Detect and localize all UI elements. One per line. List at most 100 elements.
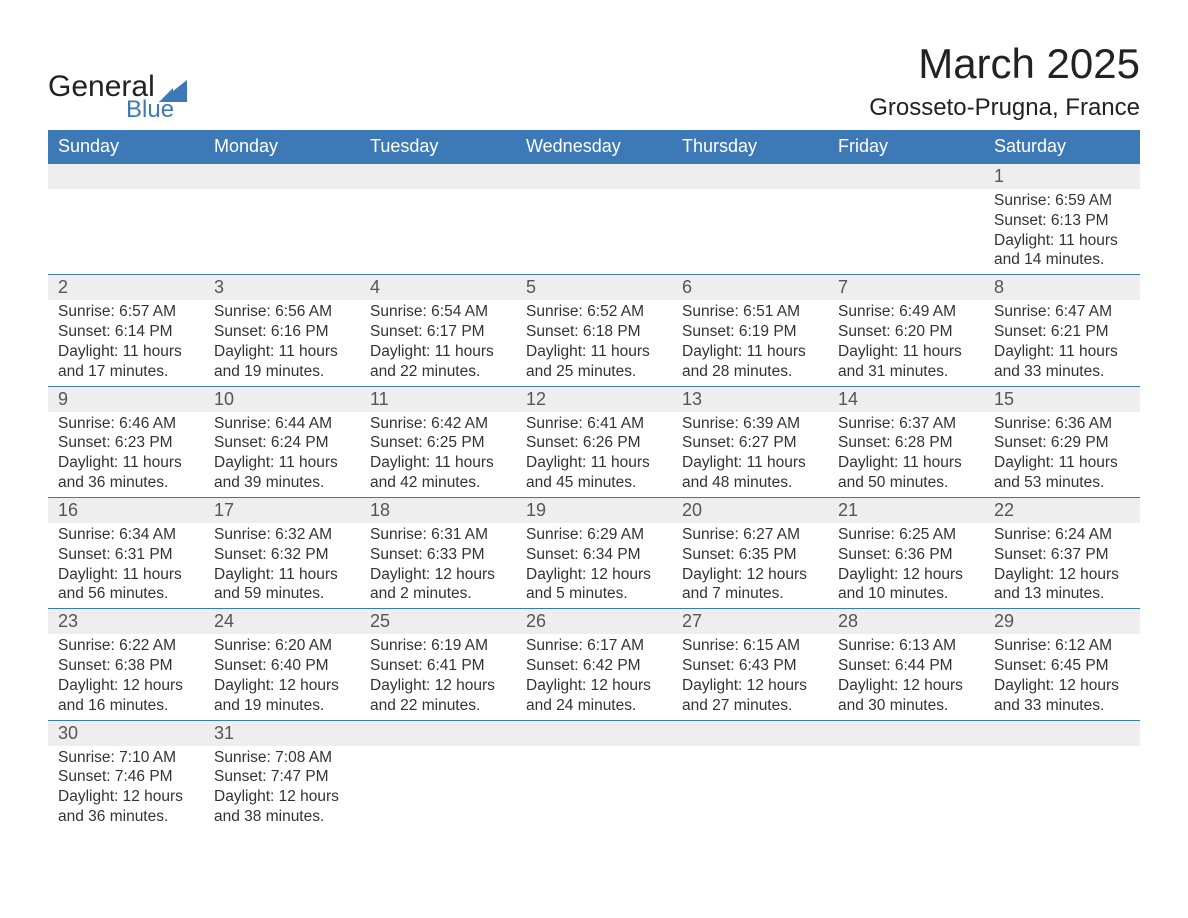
day-number — [516, 164, 672, 189]
sunset-text: Sunset: 6:21 PM — [994, 322, 1130, 342]
daylight-text: Daylight: 11 hours — [838, 342, 974, 362]
daylight-text: Daylight: 12 hours — [838, 565, 974, 585]
day-cell: Sunrise: 6:42 AMSunset: 6:25 PMDaylight:… — [360, 412, 516, 497]
day-number: 7 — [828, 275, 984, 300]
daylight-text: Daylight: 12 hours — [994, 676, 1130, 696]
day-number: 26 — [516, 609, 672, 634]
daylight-text: Daylight: 11 hours — [526, 453, 662, 473]
day-cell: Sunrise: 6:49 AMSunset: 6:20 PMDaylight:… — [828, 300, 984, 385]
day-cell: Sunrise: 6:34 AMSunset: 6:31 PMDaylight:… — [48, 523, 204, 608]
daylight-text: Daylight: 11 hours — [370, 453, 506, 473]
sunrise-text: Sunrise: 7:10 AM — [58, 748, 194, 768]
sunrise-text: Sunrise: 6:41 AM — [526, 414, 662, 434]
day-number — [828, 164, 984, 189]
weekday-header: Monday — [204, 130, 360, 164]
day-number — [984, 721, 1140, 746]
daylight-text: and 14 minutes. — [994, 250, 1130, 270]
daylight-text: and 10 minutes. — [838, 584, 974, 604]
day-number: 14 — [828, 387, 984, 412]
sunrise-text: Sunrise: 6:54 AM — [370, 302, 506, 322]
sunset-text: Sunset: 6:18 PM — [526, 322, 662, 342]
sunset-text: Sunset: 6:19 PM — [682, 322, 818, 342]
sunset-text: Sunset: 6:23 PM — [58, 433, 194, 453]
day-number: 23 — [48, 609, 204, 634]
daylight-text: and 59 minutes. — [214, 584, 350, 604]
day-cell — [360, 189, 516, 215]
day-number: 10 — [204, 387, 360, 412]
sunrise-text: Sunrise: 6:39 AM — [682, 414, 818, 434]
day-cell: Sunrise: 6:51 AMSunset: 6:19 PMDaylight:… — [672, 300, 828, 385]
daylight-text: and 48 minutes. — [682, 473, 818, 493]
logo-text-blue: Blue — [126, 98, 187, 122]
daylight-text: Daylight: 11 hours — [58, 453, 194, 473]
day-cell: Sunrise: 6:39 AMSunset: 6:27 PMDaylight:… — [672, 412, 828, 497]
sunset-text: Sunset: 6:17 PM — [370, 322, 506, 342]
sunset-text: Sunset: 6:29 PM — [994, 433, 1130, 453]
day-cell: Sunrise: 6:31 AMSunset: 6:33 PMDaylight:… — [360, 523, 516, 608]
day-cell — [48, 189, 204, 215]
sunset-text: Sunset: 6:35 PM — [682, 545, 818, 565]
day-cell: Sunrise: 6:52 AMSunset: 6:18 PMDaylight:… — [516, 300, 672, 385]
day-number — [48, 164, 204, 189]
daylight-text: and 36 minutes. — [58, 473, 194, 493]
sunrise-text: Sunrise: 6:17 AM — [526, 636, 662, 656]
daylight-text: and 56 minutes. — [58, 584, 194, 604]
day-cell: Sunrise: 6:41 AMSunset: 6:26 PMDaylight:… — [516, 412, 672, 497]
sunrise-text: Sunrise: 6:34 AM — [58, 525, 194, 545]
daylight-text: Daylight: 11 hours — [838, 453, 974, 473]
header: General Blue March 2025 Grosseto-Prugna,… — [48, 40, 1140, 122]
sunrise-text: Sunrise: 6:22 AM — [58, 636, 194, 656]
daylight-text: and 22 minutes. — [370, 362, 506, 382]
daylight-text: and 19 minutes. — [214, 696, 350, 716]
sunrise-text: Sunrise: 6:59 AM — [994, 191, 1130, 211]
daylight-text: and 28 minutes. — [682, 362, 818, 382]
day-number: 24 — [204, 609, 360, 634]
day-cell: Sunrise: 6:13 AMSunset: 6:44 PMDaylight:… — [828, 634, 984, 719]
title-block: March 2025 Grosseto-Prugna, France — [869, 40, 1140, 122]
daylight-text: and 50 minutes. — [838, 473, 974, 493]
sunset-text: Sunset: 6:41 PM — [370, 656, 506, 676]
day-cell: Sunrise: 6:54 AMSunset: 6:17 PMDaylight:… — [360, 300, 516, 385]
sunrise-text: Sunrise: 6:57 AM — [58, 302, 194, 322]
sunset-text: Sunset: 6:34 PM — [526, 545, 662, 565]
daylight-text: Daylight: 11 hours — [214, 565, 350, 585]
day-number — [360, 721, 516, 746]
sunrise-text: Sunrise: 6:32 AM — [214, 525, 350, 545]
logo: General Blue — [48, 72, 187, 122]
daylight-text: Daylight: 11 hours — [994, 453, 1130, 473]
sunset-text: Sunset: 6:27 PM — [682, 433, 818, 453]
sunset-text: Sunset: 6:31 PM — [58, 545, 194, 565]
day-cell: Sunrise: 6:32 AMSunset: 6:32 PMDaylight:… — [204, 523, 360, 608]
weekday-header: Wednesday — [516, 130, 672, 164]
day-number: 27 — [672, 609, 828, 634]
day-cell: Sunrise: 6:59 AMSunset: 6:13 PMDaylight:… — [984, 189, 1140, 274]
day-number: 16 — [48, 498, 204, 523]
daylight-text: and 24 minutes. — [526, 696, 662, 716]
sunset-text: Sunset: 6:37 PM — [994, 545, 1130, 565]
daylight-text: Daylight: 12 hours — [838, 676, 974, 696]
calendar-table: SundayMondayTuesdayWednesdayThursdayFrid… — [48, 130, 1140, 831]
day-cell: Sunrise: 6:46 AMSunset: 6:23 PMDaylight:… — [48, 412, 204, 497]
daylight-text: and 7 minutes. — [682, 584, 818, 604]
day-number — [360, 164, 516, 189]
day-cell — [672, 189, 828, 215]
day-number — [516, 721, 672, 746]
day-cell: Sunrise: 6:27 AMSunset: 6:35 PMDaylight:… — [672, 523, 828, 608]
sunset-text: Sunset: 6:44 PM — [838, 656, 974, 676]
weekday-header: Friday — [828, 130, 984, 164]
sunrise-text: Sunrise: 7:08 AM — [214, 748, 350, 768]
sunset-text: Sunset: 7:46 PM — [58, 767, 194, 787]
daylight-text: Daylight: 12 hours — [526, 676, 662, 696]
day-cell: Sunrise: 6:12 AMSunset: 6:45 PMDaylight:… — [984, 634, 1140, 719]
day-number: 31 — [204, 721, 360, 746]
daylight-text: and 19 minutes. — [214, 362, 350, 382]
day-cell: Sunrise: 6:37 AMSunset: 6:28 PMDaylight:… — [828, 412, 984, 497]
sunrise-text: Sunrise: 6:44 AM — [214, 414, 350, 434]
weekday-header: Tuesday — [360, 130, 516, 164]
sunset-text: Sunset: 6:28 PM — [838, 433, 974, 453]
day-number: 12 — [516, 387, 672, 412]
daylight-text: and 33 minutes. — [994, 362, 1130, 382]
daylight-text: and 38 minutes. — [214, 807, 350, 827]
day-cell: Sunrise: 7:10 AMSunset: 7:46 PMDaylight:… — [48, 746, 204, 831]
sunset-text: Sunset: 6:20 PM — [838, 322, 974, 342]
